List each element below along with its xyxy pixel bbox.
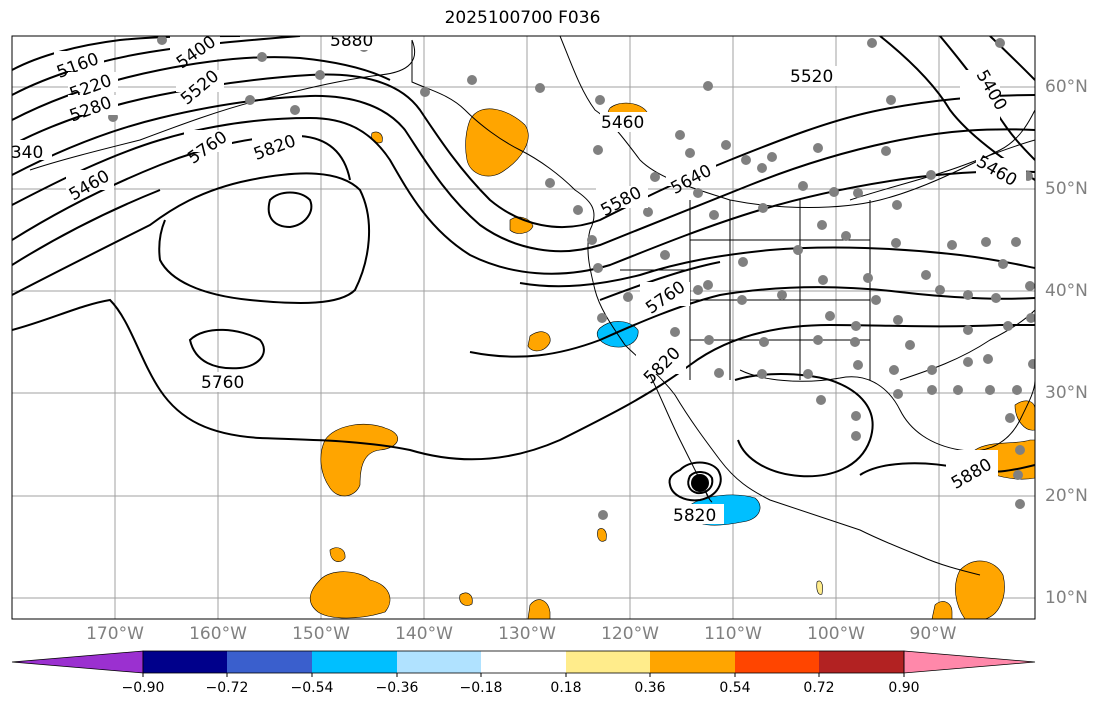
lon-label-110w: 110°W [704,624,762,644]
lon-label-100w: 100°W [807,624,865,644]
lat-label-40n: 40°N [1045,281,1088,301]
colorbar-bin [819,651,904,673]
colorbar-bin [735,651,819,673]
lon-label-120w: 120°W [601,624,659,644]
colorbar-tick-label: −0.72 [205,680,249,696]
colorbar-tick-label: 0.72 [803,680,835,696]
colorbar-extend-min [11,650,144,674]
low-center-marker [691,474,709,492]
contour-label-low-center: 5820 [673,506,716,526]
colorbar-extend-max [903,650,1036,674]
colorbar [11,650,1036,677]
colorbar-tick-label: −0.18 [459,680,503,696]
lon-label-170w: 170°W [86,624,144,644]
colorbar-bin [143,651,227,673]
colorbar-tick-label: 0.54 [719,680,751,696]
colorbar-bin [312,651,397,673]
lat-label-50n: 50°N [1045,179,1088,199]
lat-label-20n: 20°N [1045,486,1088,506]
lat-label-10n: 10°N [1045,588,1088,608]
chart-title: 2025100700 F036 [444,8,601,28]
colorbar-tick-label: −0.54 [290,680,334,696]
colorbar-tick-label: −0.36 [375,680,419,696]
colorbar-bin [566,651,650,673]
colorbar-tick-label: 0.90 [888,680,920,696]
map-frame [11,35,1036,620]
contour-label-pacific-low: 5760 [201,373,244,393]
lon-label-130w: 130°W [498,624,556,644]
lon-label-150w: 150°W [292,624,350,644]
contour-label-5460-west: 5460 [601,113,644,133]
colorbar-bin [397,651,481,673]
lon-label-90w: 90°W [909,624,957,644]
colorbar-tick-label: −0.90 [121,680,165,696]
lat-label-30n: 30°N [1045,383,1088,403]
contour-label-5520-west: 5520 [790,67,833,87]
colorbar-bin [227,651,312,673]
colorbar-tick-label: 0.18 [550,680,582,696]
lon-label-160w: 160°W [189,624,247,644]
colorbar-tick-label: 0.36 [634,680,666,696]
height-contours [12,36,1035,502]
colorbar-bin [650,651,735,673]
lon-label-140w: 140°W [395,624,453,644]
contour-label-5340: 5340 [0,143,43,163]
colorbar-bin [481,651,566,673]
lat-label-60n: 60°N [1045,77,1088,97]
contour-label-5880-top: 5880 [330,31,373,51]
station-dots [108,36,1035,520]
